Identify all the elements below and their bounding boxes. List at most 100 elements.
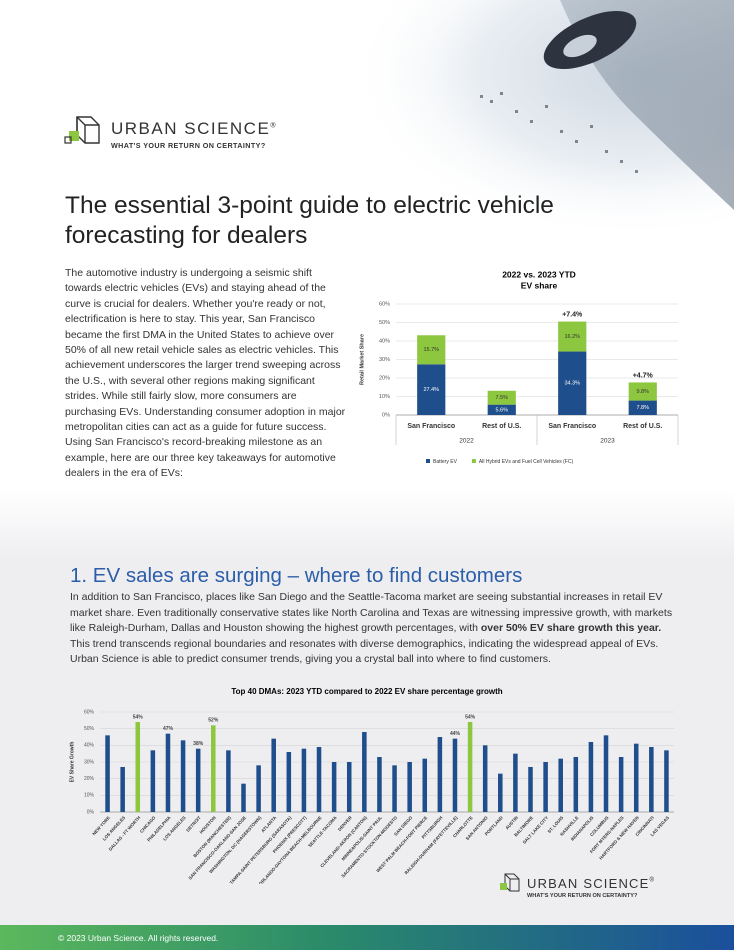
bar [286,752,292,812]
bar [256,765,261,812]
logo-icon [500,873,520,892]
value-label: 54% [465,714,476,720]
document-title: The essential 3-point guide to electric … [65,192,554,249]
value-label: 47% [163,726,174,732]
y-axis-label: EV Share Growth [69,742,75,783]
annotation: +7.4% [562,311,583,318]
y-tick-label: 10% [84,793,95,799]
bar-segment [487,404,516,415]
bar [407,762,412,812]
copyright: © 2023 Urban Science. All rights reserve… [58,933,219,943]
bar-segment [628,400,657,415]
logo-registered: ® [649,877,654,884]
x-tick-label: SEATTLE-TACOMA [307,814,338,848]
segment-label: 34.3% [564,381,580,387]
y-tick-label: 60% [84,709,95,715]
section-background [0,490,734,925]
bar [165,733,171,812]
logo-tagline: WHAT'S YOUR RETURN ON CERTAINTY? [527,893,638,899]
value-label: 54% [133,714,144,720]
bar [120,767,125,812]
bar [180,740,186,812]
y-tick-label: 40% [379,338,390,344]
bar [377,757,382,812]
x-tick-label: Rest of U.S. [623,423,662,430]
bar [241,783,246,812]
bar [588,742,594,812]
y-tick-label: 60% [379,301,390,307]
segment-label: 27.4% [423,387,439,393]
body-text: This trend transcends regional boundarie… [70,637,659,666]
bar [301,748,307,812]
chart-subtitle: EV share [521,280,558,290]
bar [362,732,367,812]
y-tick-label: 40% [84,743,95,749]
y-tick-label: 0% [87,809,95,815]
y-tick-label: 30% [84,759,95,765]
bar [211,725,216,812]
segment-label: 7.8% [636,405,649,411]
bar [603,735,609,812]
x-tick-label: AUSTIN [504,815,519,830]
legend-label: All Hybrid EVs and Fuel Cell Vehicles (F… [479,459,574,465]
body-bold: over 50% EV share growth this year. [480,622,662,635]
annotation: +4.7% [633,372,654,379]
y-tick-label: 30% [379,357,390,363]
y-tick-label: 50% [379,320,390,326]
value-label: 38% [193,741,204,747]
bar [150,750,156,812]
dma-growth-chart: Top 40 DMAs: 2023 YTD compared to 2022 E… [69,687,674,884]
body-text: In addition to San Francisco, places lik… [70,591,673,635]
bar [331,762,337,812]
footer-bar: © 2023 Urban Science. All rights reserve… [0,925,734,950]
section-heading: 1. EV sales are surging – where to find … [70,564,523,587]
bar [452,738,458,812]
logo-registered: ® [270,122,276,130]
value-label: 52% [208,718,219,724]
bar-segment [628,382,657,401]
logo-name: URBAN SCIENCE [111,119,271,138]
x-tick-label: Rest of U.S. [482,423,521,430]
bar [513,753,518,812]
bar [498,773,503,812]
x-tick-label: San Francisco [407,423,455,430]
intro-text: The automotive industry is undergoing a … [65,267,346,480]
bar [482,745,488,812]
bar [633,743,639,812]
bar [346,762,352,812]
group-label: 2022 [459,438,474,445]
bar [392,765,397,812]
segment-label: 16.2% [564,334,580,340]
y-tick-label: 20% [379,375,390,381]
bar [105,735,110,812]
bar [135,722,141,812]
bar [573,757,579,812]
bar-segment [417,335,446,365]
bar [316,747,322,812]
legend-swatch [426,459,430,463]
bar [664,750,669,812]
segment-label: 5.6% [495,407,508,413]
bar [649,747,654,812]
section-body: In addition to San Francisco, places lik… [70,590,680,668]
logo-icon [64,116,100,144]
y-tick-label: 50% [84,726,95,732]
logo-tagline: WHAT'S YOUR RETURN ON CERTAINTY? [111,141,266,150]
value-label: 44% [450,731,461,737]
bar [271,738,276,812]
chart-title: Top 40 DMAs: 2023 YTD compared to 2022 E… [231,687,502,696]
bar [437,737,443,812]
bar [558,758,563,812]
y-axis-label: Retail Market Share [359,334,365,385]
group-label: 2023 [600,438,615,445]
bar [467,722,473,812]
y-tick-label: 10% [379,394,390,400]
bar [528,767,533,812]
segment-label: 15.7% [423,347,439,353]
y-tick-label: 0% [382,412,390,418]
bar-segment [558,351,587,415]
bar-segment [487,390,516,405]
legend-swatch [471,459,476,463]
